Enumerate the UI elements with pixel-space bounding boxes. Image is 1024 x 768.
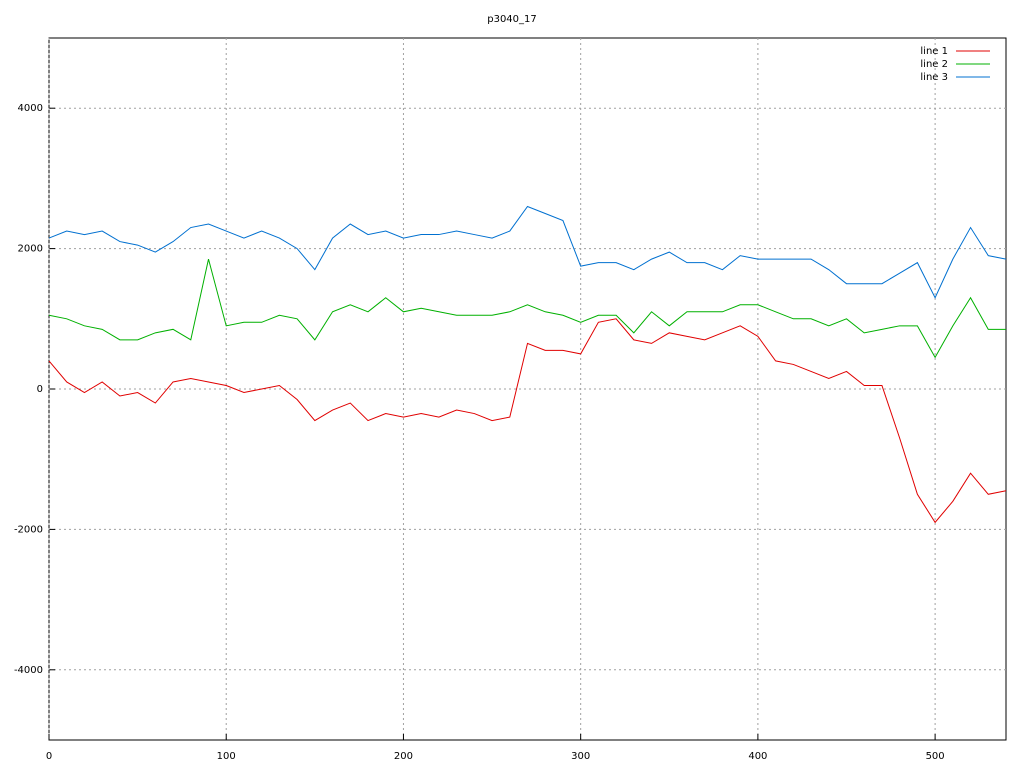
legend-label: line 2 bbox=[920, 59, 948, 70]
y-tick-label: 4000 bbox=[18, 103, 43, 114]
x-tick-label: 400 bbox=[748, 751, 767, 762]
x-tick-label: 200 bbox=[394, 751, 413, 762]
y-tick-label: -4000 bbox=[14, 665, 43, 676]
y-tick-label: 0 bbox=[37, 384, 43, 395]
y-tick-label: -2000 bbox=[14, 524, 43, 535]
legend-label: line 3 bbox=[920, 72, 948, 83]
data-line bbox=[48, 318, 1007, 524]
x-tick-label: 300 bbox=[571, 751, 590, 762]
data-line bbox=[48, 205, 1007, 299]
legend-label: line 1 bbox=[920, 46, 948, 57]
y-tick-label: 2000 bbox=[18, 244, 43, 255]
chart-title: p3040_17 bbox=[487, 14, 537, 25]
plot-border bbox=[48, 37, 1007, 741]
x-tick-label: 100 bbox=[217, 751, 236, 762]
x-tick-label: 0 bbox=[46, 751, 52, 762]
x-tick-label: 500 bbox=[926, 751, 945, 762]
data-line bbox=[48, 259, 1006, 359]
